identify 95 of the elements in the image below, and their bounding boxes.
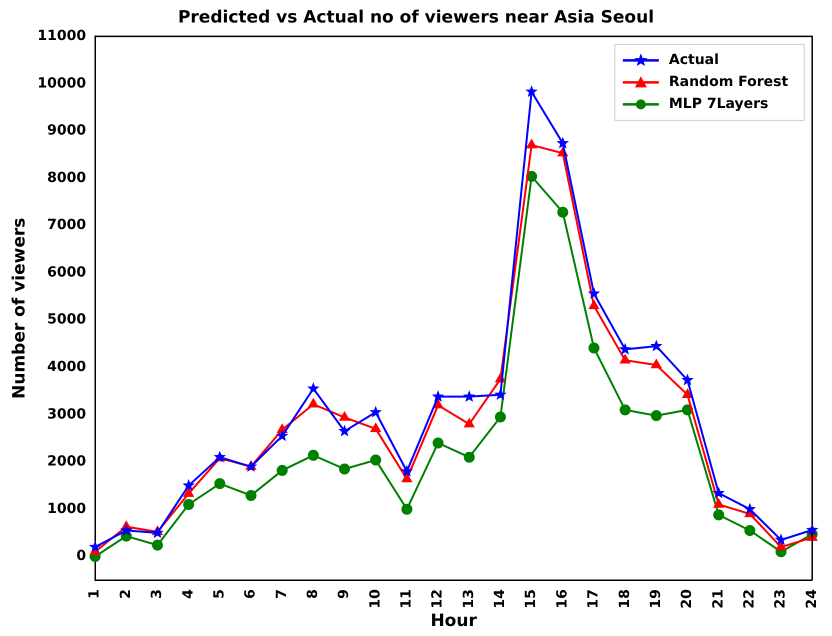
point xyxy=(526,140,536,148)
point xyxy=(464,452,475,463)
point xyxy=(620,354,630,364)
point xyxy=(620,404,631,416)
point xyxy=(276,429,288,442)
y-tick-label: 11000 xyxy=(37,28,86,44)
point xyxy=(744,502,756,514)
y-tick-label: 3000 xyxy=(47,406,86,422)
y-tick-label: 5000 xyxy=(47,312,86,328)
x-tick-label: 5 xyxy=(211,589,228,599)
point xyxy=(276,464,288,476)
point xyxy=(400,464,414,477)
x-tick-label: 9 xyxy=(336,589,352,599)
point xyxy=(370,406,382,418)
point xyxy=(557,206,568,218)
point xyxy=(713,509,724,520)
y-tick-label: 1000 xyxy=(47,500,86,517)
point xyxy=(650,410,662,422)
y-tick-label: 7000 xyxy=(47,217,86,234)
x-tick-label: 21 xyxy=(710,589,726,609)
point xyxy=(714,498,724,508)
point xyxy=(214,478,226,490)
x-tick-label: 24 xyxy=(804,588,820,609)
chart-title: Predicted vs Actual no of viewers near Asia Seoul xyxy=(178,8,654,28)
point xyxy=(401,504,412,515)
x-tick-label: 19 xyxy=(648,589,664,609)
y-tick-label: 10000 xyxy=(37,75,86,92)
point xyxy=(681,374,694,386)
point xyxy=(651,359,662,368)
y-tick-label: 0 xyxy=(76,548,86,564)
point xyxy=(184,488,194,497)
x-tick-label: 2 xyxy=(118,589,134,599)
point xyxy=(151,526,164,538)
point xyxy=(402,473,412,482)
point xyxy=(432,390,444,402)
point xyxy=(432,438,444,449)
x-tick-label: 17 xyxy=(586,589,602,609)
point xyxy=(776,542,786,550)
point xyxy=(433,400,443,408)
point xyxy=(183,498,194,510)
point xyxy=(88,540,102,552)
legend-label: Random Forest xyxy=(668,74,789,90)
y-tick-label: 9000 xyxy=(47,122,86,139)
x-tick-label: 14 xyxy=(492,588,508,609)
x-tick-label: 11 xyxy=(398,589,415,609)
point xyxy=(525,85,538,97)
point xyxy=(370,423,381,432)
x-axis-title: Hour xyxy=(430,611,478,632)
x-tick-label: 16 xyxy=(554,589,570,609)
y-tick-label: 2000 xyxy=(47,454,86,470)
point xyxy=(308,450,319,461)
legend-label: MLP 7Layers xyxy=(668,96,768,112)
x-tick-label: 1 xyxy=(86,589,103,599)
point xyxy=(307,382,320,394)
x-tick-label: 15 xyxy=(523,589,540,609)
point xyxy=(494,412,506,423)
point xyxy=(120,524,132,536)
x-tick-label: 12 xyxy=(430,589,446,609)
x-tick-label: 8 xyxy=(304,589,321,599)
x-tick-label: 18 xyxy=(616,589,633,609)
point xyxy=(340,412,350,421)
point xyxy=(588,342,600,354)
y-tick-label: 4000 xyxy=(47,359,86,375)
x-tick-label: 20 xyxy=(679,588,696,609)
x-tick-label: 6 xyxy=(242,589,259,599)
point xyxy=(152,540,163,551)
point xyxy=(182,479,195,491)
x-tick-label: 10 xyxy=(367,588,384,609)
x-tick-label: 7 xyxy=(274,589,290,599)
point xyxy=(618,342,632,355)
point xyxy=(650,340,662,352)
point xyxy=(712,486,725,498)
point xyxy=(682,389,692,398)
point xyxy=(588,287,600,299)
point xyxy=(744,524,756,536)
x-tick-label: 22 xyxy=(741,589,758,609)
point xyxy=(806,524,818,536)
point xyxy=(339,464,350,475)
point xyxy=(494,388,507,400)
y-axis-title: Number of viewers xyxy=(10,218,30,399)
point xyxy=(370,454,382,466)
y-tick-label: 6000 xyxy=(47,264,86,280)
point xyxy=(463,390,476,402)
x-tick-label: 23 xyxy=(772,589,789,609)
point xyxy=(245,490,256,501)
point xyxy=(464,418,474,428)
legend-label: Actual xyxy=(668,52,719,68)
x-tick-label: 3 xyxy=(149,589,166,599)
point xyxy=(308,398,318,408)
point xyxy=(556,136,569,149)
point xyxy=(589,300,599,310)
x-tick-label: 4 xyxy=(180,588,196,599)
point xyxy=(338,424,351,436)
y-tick-label: 8000 xyxy=(47,170,86,186)
x-tick-label: 13 xyxy=(460,589,477,609)
